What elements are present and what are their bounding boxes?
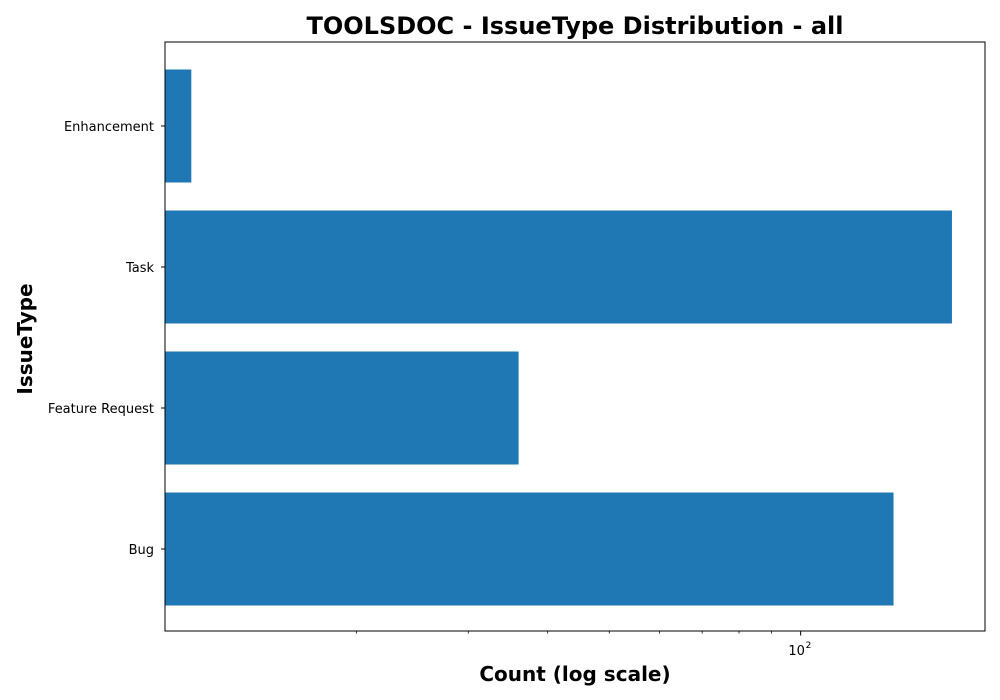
- bar-bug: [165, 492, 894, 606]
- bars: [165, 69, 952, 606]
- y-axis-ticks: Enhancement Task Feature Request Bug: [48, 120, 165, 558]
- plot-frame: [164, 41, 986, 632]
- x-axis-ticks: 10 2: [355, 631, 812, 659]
- y-tick-label: Feature Request: [48, 402, 154, 417]
- chart-title: TOOLSDOC - IssueType Distribution - all: [306, 12, 843, 40]
- bar-enhancement: [165, 69, 192, 183]
- y-tick-label: Bug: [129, 543, 154, 558]
- bar-feature-request: [165, 351, 519, 465]
- bar-task: [165, 210, 952, 324]
- x-tick-label-exponent: 2: [806, 641, 812, 651]
- x-tick-label: 10: [788, 644, 805, 659]
- y-axis-title: IssueType: [13, 283, 37, 394]
- y-tick-label: Enhancement: [64, 120, 154, 135]
- x-axis-title: Count (log scale): [479, 662, 670, 686]
- y-tick-label: Task: [125, 261, 155, 276]
